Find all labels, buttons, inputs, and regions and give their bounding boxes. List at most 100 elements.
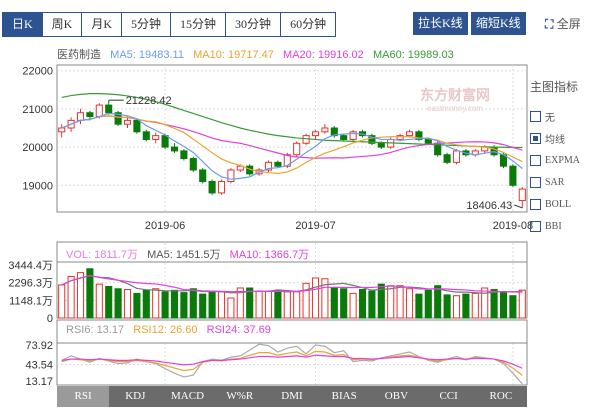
option-label: 无 [545,112,555,124]
candle [340,135,348,140]
volume-bar [217,291,226,319]
candle [330,127,338,137]
volume-bar [133,292,141,319]
main-panel-frame [56,64,528,213]
volume-bar [358,289,367,319]
candle [152,135,160,140]
candle [95,104,103,118]
x-tick-label: 2019-06 [145,220,185,232]
panel-title: 主图指标 [530,80,579,94]
volume-bar [67,275,75,319]
main-legend: 医药制造 MA5: 19483.11 MA10: 19717.47 MA20: … [57,46,454,62]
vol-value: VOL: 1811.7万 [66,249,138,261]
ma5-value: MA5: 19483.11 [110,49,184,61]
stretch-kline-button[interactable]: 拉长K线 [413,12,468,35]
volume-bar [255,290,263,319]
volume-bar [58,284,66,319]
rsi-tick-label: 73.92 [25,340,53,352]
checkbox[interactable] [530,220,541,232]
candle [368,135,376,144]
vol-ma5-value: MA5: 1451.5万 [147,249,221,261]
period-tab[interactable]: 周K [42,13,83,36]
volume-bar [443,294,451,319]
indicator-option[interactable]: BOLL [530,193,580,215]
option-label: BOLL [545,198,572,210]
checkbox[interactable] [530,132,541,144]
volume-bar [76,272,85,319]
candle [424,138,432,144]
candle [293,142,301,156]
volume-bar [340,288,348,319]
volume-bar [236,287,244,319]
y-tick-label: 20000 [22,142,53,154]
rsi-legend: RSI6: 13.17 RSI12: 26.60 RSI24: 37.69 [66,324,271,336]
indicator-tab[interactable]: W%R [226,390,254,402]
low-marker-line [514,204,523,209]
fullscreen-button[interactable]: ⛶ 全屏 [545,15,581,32]
checkbox[interactable] [530,154,541,166]
candle [217,180,226,194]
shrink-kline-button[interactable]: 缩短K线 [471,12,526,35]
candle [415,131,423,140]
period-tab[interactable]: 60分钟 [281,13,336,36]
indicator-tab[interactable]: DMI [281,390,303,402]
checkbox[interactable] [530,198,541,210]
volume-bar [189,288,197,319]
candle [452,150,461,163]
indicator-tab[interactable]: BIAS [331,390,357,402]
volume-tick-label: 2296.3万 [8,278,53,290]
indicator-option[interactable]: BBI [530,215,580,237]
indicator-tab[interactable]: ROC [489,390,513,402]
rsi-tick-label: 43.54 [25,360,53,372]
candle [264,161,273,171]
candle [377,142,385,148]
volume-bar [283,291,291,319]
option-label: SAR [545,176,565,188]
indicator-tab[interactable]: CCI [439,390,458,402]
volume-bar [396,285,404,319]
volume-bar [415,293,423,319]
candle [58,127,66,133]
period-tab[interactable]: 月K [82,13,123,36]
candle [396,135,404,140]
option-label: EXPMA [545,154,581,166]
indicator-tab[interactable]: MACD [171,390,205,402]
volume-bar [123,289,132,319]
volume-bar [321,278,329,319]
candle [227,169,235,182]
indicator-option[interactable]: 无 [530,105,580,127]
volume-bar [180,292,188,319]
indicator-tab[interactable]: RSI [57,386,110,407]
low-annotation: 18406.43 [466,200,512,212]
volume-bar [490,289,498,319]
y-tick-label: 19000 [22,180,53,192]
period-tabs: 日K 周K 月K 5分钟 15分钟 30分钟 60分钟 [2,12,337,37]
checkbox[interactable] [530,110,541,122]
period-tab[interactable]: 日K [3,13,43,36]
x-tick-label: 2019-07 [295,220,335,232]
volume-bar [462,293,470,319]
option-label: 均线 [545,134,565,146]
candle [311,131,320,137]
y-tick-label: 21000 [22,104,53,116]
indicator-option[interactable]: EXPMA [530,149,580,171]
indicator-tab[interactable]: OBV [384,390,409,402]
volume-bar [518,289,526,319]
indicator-option[interactable]: SAR [530,171,580,193]
indicator-option[interactable]: 均线 [530,127,580,149]
period-tab[interactable]: 30分钟 [226,13,282,36]
volume-tick-label: 1148.1万 [9,295,53,307]
checkbox[interactable] [530,176,541,188]
candle [76,112,85,121]
period-tab[interactable]: 5分钟 [122,13,172,36]
indicator-tab[interactable]: KDJ [125,390,146,402]
candle [133,119,141,133]
volume-bar [424,289,432,319]
rsi6-value: RSI6: 13.17 [66,324,125,336]
candle [180,150,188,160]
period-tab[interactable]: 15分钟 [171,13,227,36]
volume-bar [105,285,113,319]
fullscreen-icon: ⛶ [545,17,554,31]
volume-bar [227,297,235,319]
